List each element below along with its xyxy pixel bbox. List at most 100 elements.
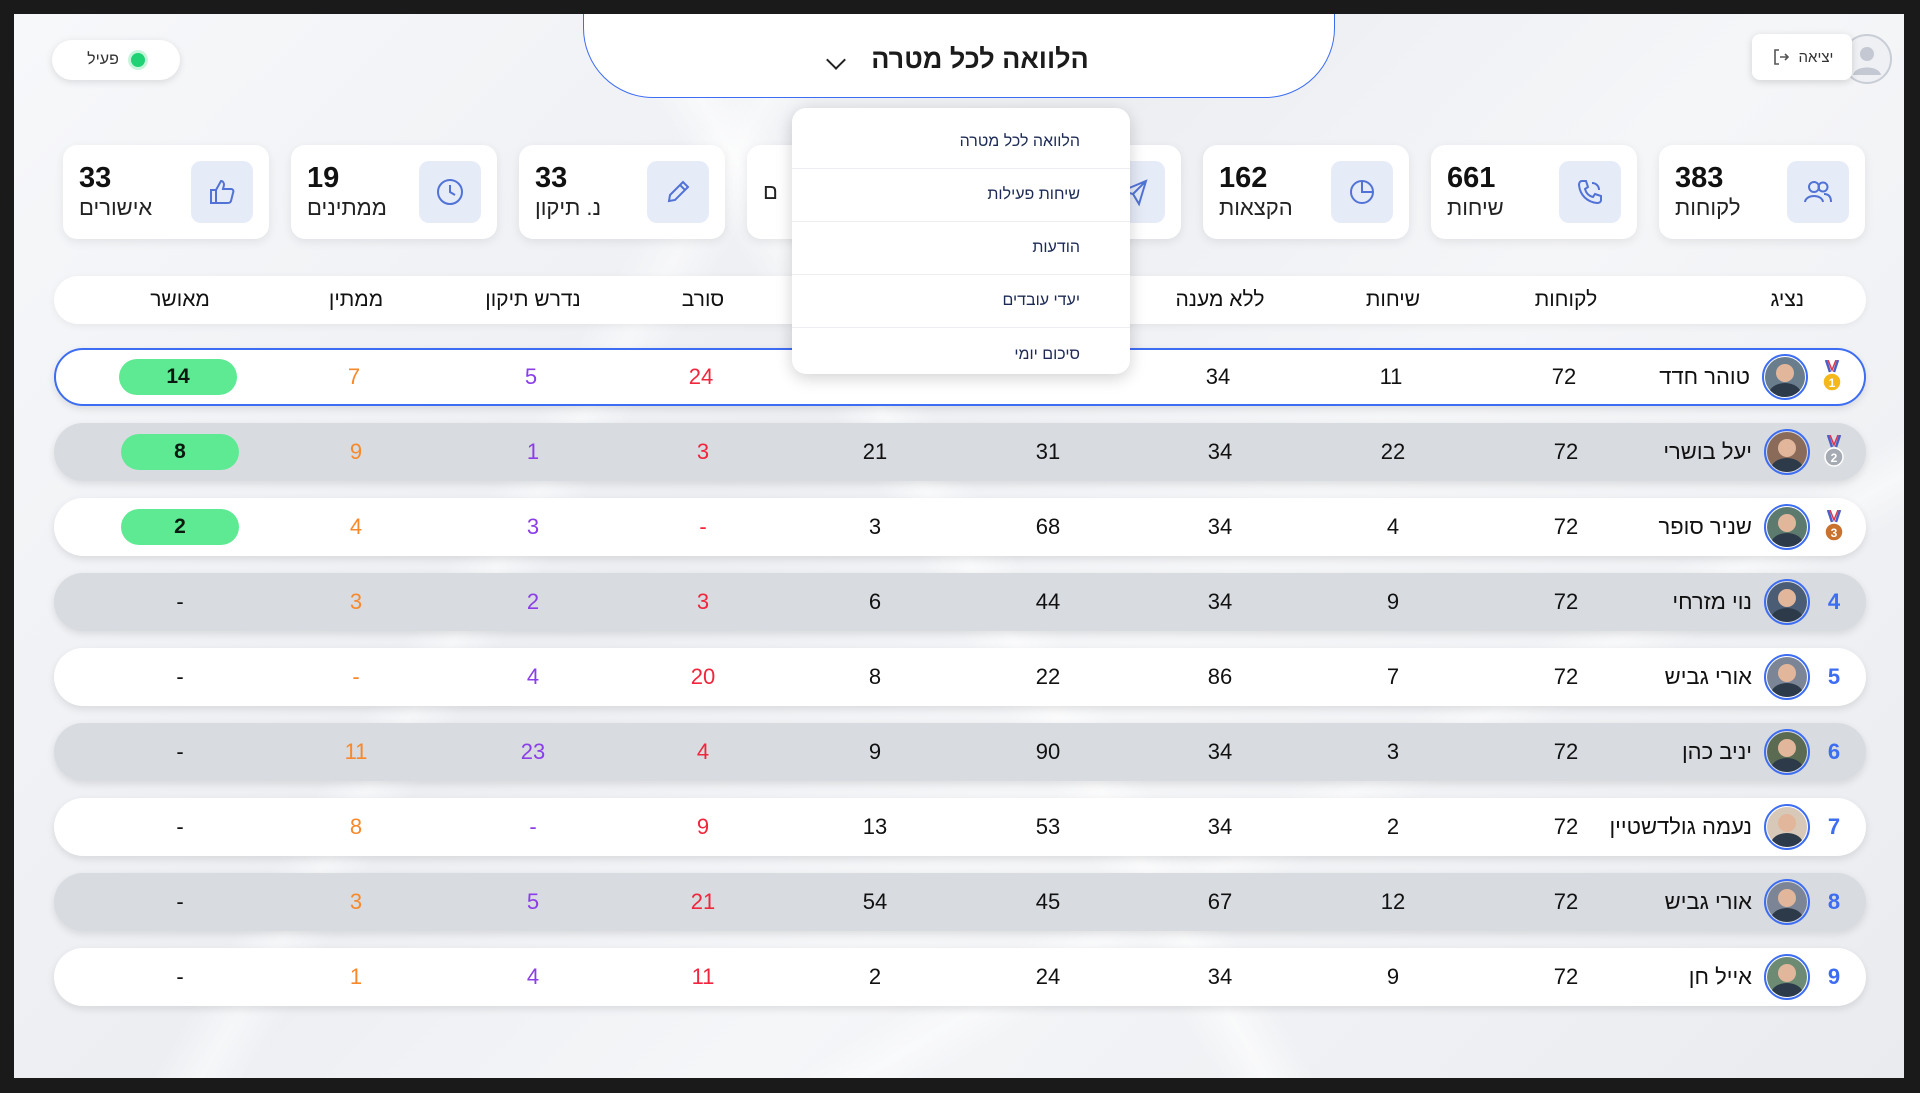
- cell-no-answer: 34: [1207, 514, 1233, 539]
- stat-label: לקוחות: [1675, 195, 1741, 220]
- logout-icon: [1773, 49, 1789, 65]
- cell-col5: 44: [1035, 589, 1061, 614]
- cell-col6: 3: [868, 514, 882, 539]
- table-row[interactable]: 3 שניר סופר 72 4 34 68 3-3 4 2: [54, 498, 1866, 556]
- table-row[interactable]: 8 אורי גביש 72 12 67 45 54 21 5 3 -: [54, 873, 1866, 931]
- dropdown-item[interactable]: סיכום יומי: [1014, 345, 1080, 363]
- agent-name: יעל בושרי: [1663, 439, 1752, 464]
- dropdown-item[interactable]: הודעות: [792, 222, 1130, 275]
- cell-waiting: -: [352, 664, 360, 689]
- cell-no-answer: 34: [1207, 739, 1233, 764]
- cell-customers: 72: [1553, 439, 1579, 464]
- clock-icon: [419, 161, 481, 223]
- approved-badge: 14: [119, 359, 237, 395]
- stat-label: ממתינים: [307, 195, 387, 220]
- cell-rejected: 11: [691, 964, 715, 989]
- status-label: פעיל: [87, 51, 119, 68]
- svg-text:1: 1: [1829, 376, 1836, 390]
- cell-waiting: 7: [347, 364, 361, 389]
- svg-text:2: 2: [1831, 451, 1838, 465]
- cell-needs-fix: 3: [526, 514, 540, 539]
- cell-rejected: 9: [696, 814, 710, 839]
- cell-needs-fix: 5: [526, 889, 540, 914]
- cell-calls: 2: [1386, 814, 1400, 839]
- medal-icon: 2: [1822, 435, 1846, 469]
- cell-col6: 13: [862, 814, 888, 839]
- stat-value: 33: [79, 162, 112, 194]
- stat-card-waiting: 19 ממתינים: [291, 145, 497, 239]
- table-row[interactable]: 4 נוי מזרחי 72 9 34 44 6 3 2 3 -: [54, 573, 1866, 631]
- cell-customers: 72: [1553, 589, 1579, 614]
- agent-cell: 5 אורי גביש: [1665, 648, 1846, 706]
- cell-waiting: 8: [349, 814, 363, 839]
- rank-number: 4: [1827, 589, 1841, 614]
- cell-rejected: 3: [696, 439, 710, 464]
- cell-calls: 12: [1380, 889, 1406, 914]
- cell-calls: 3: [1386, 739, 1400, 764]
- cell-needs-fix: 5: [524, 364, 538, 389]
- stat-card-approvals: 33 אישורים: [63, 145, 269, 239]
- cell-col6: 9: [868, 739, 882, 764]
- agent-name: נוי מזרחי: [1672, 589, 1752, 614]
- cell-approved: -: [176, 739, 184, 764]
- table-row[interactable]: 9 אייל חן 72 9 34 24 2 11 4 1 -: [54, 948, 1866, 1006]
- header-approved: מאושר: [150, 288, 210, 311]
- cell-col5: 68: [1035, 514, 1061, 539]
- logout-button[interactable]: יציאה: [1752, 34, 1852, 80]
- category-dropdown: הלוואה לכל מטרה שיחות פעילות הודעות יעדי…: [792, 108, 1130, 374]
- agent-cell: 3 שניר סופר: [1658, 498, 1846, 556]
- cell-needs-fix: 23: [520, 739, 546, 764]
- cell-col5: 31: [1035, 439, 1061, 464]
- dropdown-item[interactable]: הלוואה לכל מטרה: [792, 116, 1130, 169]
- agent-name: אייל חן: [1688, 964, 1752, 989]
- table-row[interactable]: 7 נעמה גולדשטיין 72 2 34 53 13 9 - 8 -: [54, 798, 1866, 856]
- agent-avatar: [1764, 729, 1810, 775]
- stat-value: 661: [1447, 162, 1496, 194]
- thumbs-up-icon: [191, 161, 253, 223]
- dropdown-item[interactable]: שיחות פעילות: [792, 169, 1130, 222]
- medal-icon: 1: [1820, 360, 1844, 394]
- cell-waiting: 9: [349, 439, 363, 464]
- cell-approved: -: [176, 889, 184, 914]
- header-waiting: ממתין: [328, 288, 384, 311]
- cell-col5: 53: [1035, 814, 1061, 839]
- status-toggle[interactable]: פעיל: [52, 40, 180, 80]
- header-rejected: סורב: [681, 288, 725, 311]
- cell-calls: 7: [1386, 664, 1400, 689]
- cell-col5: 24: [1035, 964, 1061, 989]
- category-selector[interactable]: הלוואה לכל מטרה: [583, 14, 1335, 98]
- dropdown-item[interactable]: יעדי עובדים: [792, 275, 1130, 328]
- cell-approved: 14: [119, 350, 237, 404]
- cell-no-answer: 86: [1207, 664, 1233, 689]
- agent-cell: 8 אורי גביש: [1665, 873, 1846, 931]
- agent-name: אורי גביש: [1664, 664, 1752, 689]
- stat-label: שיחות: [1447, 195, 1504, 220]
- cell-rejected: 3: [696, 589, 710, 614]
- table-row[interactable]: 5 אורי גביש 72 7 86 22 8 20 4 - -: [54, 648, 1866, 706]
- table-row[interactable]: 6 יניב כהן 72 3 34 90 9 4 23 11 -: [54, 723, 1866, 781]
- cell-rejected: 21: [690, 889, 716, 914]
- header-agent: נציג: [1770, 288, 1804, 311]
- status-dot-icon: [130, 53, 145, 67]
- header-calls: שיחות: [1365, 288, 1421, 311]
- screen: יציאה פעיל הלוואה לכל מטרה 3 8 3 לקוחות: [14, 14, 1904, 1078]
- cell-customers: 72: [1553, 514, 1579, 539]
- agent-name: יניב כהן: [1681, 739, 1752, 764]
- user-icon: [1853, 47, 1881, 75]
- cell-no-answer: 67: [1207, 889, 1233, 914]
- cell-no-answer: 34: [1207, 964, 1233, 989]
- stat-card-calls: 661 שיחות: [1431, 145, 1637, 239]
- cell-col6: 6: [868, 589, 882, 614]
- table-row[interactable]: 2 יעל בושרי 72 22 34 31 21 3 1 9 8: [54, 423, 1866, 481]
- stat-label: נ. תיקון: [535, 195, 602, 220]
- header-no-answer: ללא מענה: [1175, 288, 1265, 311]
- cell-approved: 2: [121, 498, 239, 556]
- header-needs-fix: נדרש תיקון: [485, 288, 581, 311]
- stat-label: ם: [763, 179, 778, 204]
- agent-cell: 6 יניב כהן: [1682, 723, 1846, 781]
- agent-avatar: [1762, 354, 1808, 400]
- rank-number: 6: [1827, 739, 1841, 764]
- cell-no-answer: 34: [1205, 364, 1231, 389]
- phone-icon: [1559, 161, 1621, 223]
- stat-card-needs-fix: 33 נ. תיקון: [519, 145, 725, 239]
